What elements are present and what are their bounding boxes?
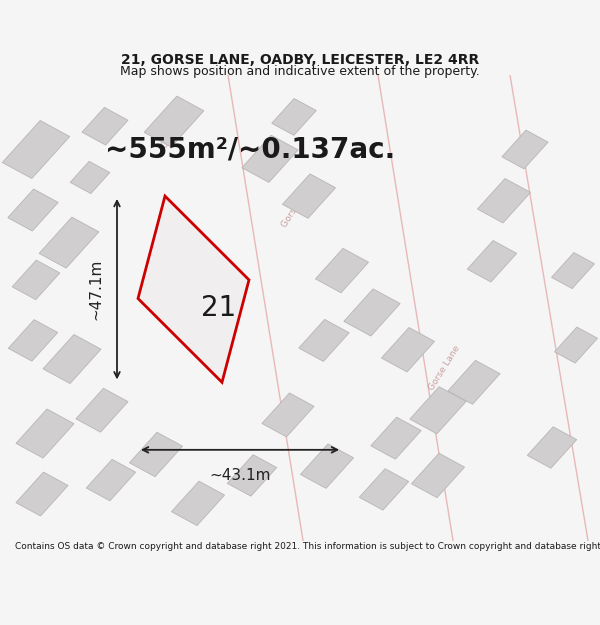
Text: Gorse Lane: Gorse Lane — [160, 102, 194, 151]
Text: 21: 21 — [202, 294, 236, 322]
Polygon shape — [478, 179, 530, 223]
Polygon shape — [70, 161, 110, 194]
Polygon shape — [527, 427, 577, 468]
Polygon shape — [144, 96, 204, 147]
Polygon shape — [344, 289, 400, 336]
Polygon shape — [551, 253, 595, 289]
Text: ~47.1m: ~47.1m — [89, 259, 104, 320]
Text: Map shows position and indicative extent of the property.: Map shows position and indicative extent… — [120, 65, 480, 78]
Text: ~555m²/~0.137ac.: ~555m²/~0.137ac. — [105, 136, 395, 164]
Text: Contains OS data © Crown copyright and database right 2021. This information is : Contains OS data © Crown copyright and d… — [15, 542, 600, 551]
Polygon shape — [16, 409, 74, 458]
Polygon shape — [76, 388, 128, 432]
Text: ~43.1m: ~43.1m — [209, 468, 271, 482]
Polygon shape — [43, 334, 101, 384]
Polygon shape — [554, 327, 598, 363]
Text: Gorse Lane: Gorse Lane — [427, 344, 461, 392]
Polygon shape — [412, 453, 464, 498]
Polygon shape — [467, 241, 517, 282]
Polygon shape — [8, 320, 58, 361]
Polygon shape — [316, 248, 368, 292]
Polygon shape — [410, 387, 466, 434]
Polygon shape — [130, 432, 182, 477]
Polygon shape — [2, 121, 70, 179]
Polygon shape — [172, 481, 224, 526]
Polygon shape — [8, 189, 58, 231]
Text: 21, GORSE LANE, OADBY, LEICESTER, LE2 4RR: 21, GORSE LANE, OADBY, LEICESTER, LE2 4R… — [121, 54, 479, 68]
Polygon shape — [16, 472, 68, 516]
Polygon shape — [371, 418, 421, 459]
Polygon shape — [283, 174, 335, 218]
Text: Gorse Lane: Gorse Lane — [280, 181, 314, 229]
Polygon shape — [86, 459, 136, 501]
Polygon shape — [299, 319, 349, 361]
Polygon shape — [82, 107, 128, 145]
Polygon shape — [301, 444, 353, 488]
Polygon shape — [382, 328, 434, 372]
Polygon shape — [242, 135, 298, 182]
Polygon shape — [448, 361, 500, 404]
Polygon shape — [502, 130, 548, 169]
Polygon shape — [138, 196, 249, 382]
Polygon shape — [227, 455, 277, 496]
Polygon shape — [359, 469, 409, 510]
Polygon shape — [262, 393, 314, 437]
Polygon shape — [12, 260, 60, 299]
Polygon shape — [39, 217, 99, 268]
Polygon shape — [272, 99, 316, 135]
